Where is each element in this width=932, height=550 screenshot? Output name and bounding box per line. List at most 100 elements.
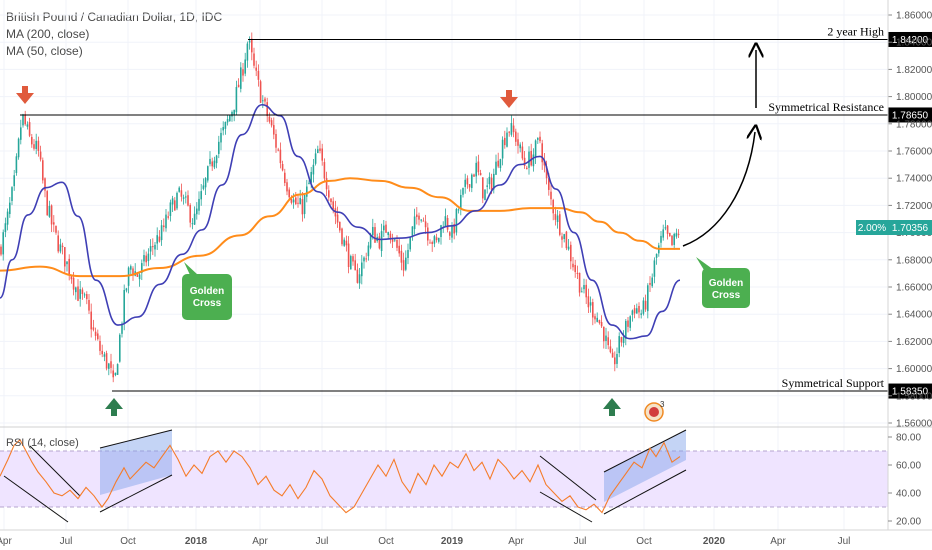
svg-text:3: 3	[660, 400, 665, 409]
candle-body	[22, 114, 24, 126]
candle-body	[631, 310, 634, 315]
candle-body	[319, 148, 321, 151]
candle-body	[231, 111, 233, 117]
candle-body	[92, 327, 95, 330]
candle-body	[317, 149, 319, 154]
candle-body	[413, 216, 416, 230]
candle-body	[138, 274, 141, 280]
candle-body	[446, 218, 449, 230]
golden-cross-label-1: Golden Cross	[190, 286, 224, 309]
candle-body	[523, 157, 526, 166]
candle-body	[341, 228, 343, 245]
candle-body	[495, 161, 497, 175]
candle-body	[123, 290, 125, 324]
level-price-tag	[888, 107, 932, 123]
candle-body	[187, 195, 189, 206]
candle-body	[407, 249, 409, 258]
candle-body	[174, 200, 176, 211]
candle-body	[154, 244, 156, 250]
candle-body	[235, 86, 238, 113]
candle-body	[565, 231, 568, 249]
candle-body	[127, 267, 130, 286]
candle-body	[83, 294, 86, 296]
candle-body	[196, 208, 198, 215]
y-tick-label: 1.86000	[896, 11, 932, 22]
candle-body	[279, 149, 282, 164]
rsi-axis[interactable]: 80.00 60.00 40.00 20.00	[888, 433, 921, 528]
candle-body	[277, 149, 279, 151]
candle-body	[625, 320, 627, 339]
candle-body	[611, 352, 614, 358]
candle-body	[332, 201, 334, 209]
candle-body	[79, 289, 81, 299]
candle-body	[409, 236, 411, 250]
candle-body	[103, 354, 106, 357]
candle-body	[158, 236, 161, 242]
candle-body	[17, 138, 20, 158]
candle-body	[112, 370, 114, 378]
candle-body	[325, 178, 328, 190]
candle-body	[20, 127, 22, 140]
candle-body	[457, 209, 460, 211]
candle-body	[143, 255, 145, 262]
candle-body	[455, 209, 458, 233]
candle-body	[286, 182, 288, 192]
candle-body	[378, 236, 381, 249]
candle-body	[0, 246, 2, 255]
candle-body	[312, 164, 315, 175]
candlesticks	[0, 32, 680, 383]
candle-body	[209, 158, 211, 165]
candle-body	[213, 160, 216, 168]
candle-body	[39, 151, 42, 160]
candle-body	[284, 172, 286, 184]
rsi-trendlines	[3, 445, 597, 523]
candle-body	[618, 336, 620, 354]
candle-body	[570, 244, 572, 262]
candle-body	[97, 333, 99, 340]
candle-body	[167, 216, 169, 218]
candle-body	[211, 161, 213, 167]
candle-body	[323, 162, 326, 179]
candle-body	[367, 245, 370, 257]
candle-body	[57, 235, 59, 252]
candle-body	[310, 171, 312, 183]
arrow-up-marker-1	[105, 398, 123, 416]
candle-body	[394, 239, 396, 241]
candle-body	[90, 311, 92, 330]
candle-body	[589, 302, 592, 306]
candle-body	[539, 136, 541, 142]
candle-body	[424, 221, 427, 228]
candle-body	[2, 232, 4, 255]
candle-body	[517, 139, 519, 146]
candle-body	[594, 316, 596, 320]
candle-body	[149, 246, 152, 252]
candle-body	[559, 214, 561, 235]
x-tick-label: Jul	[316, 536, 329, 547]
candle-body	[229, 115, 231, 122]
candle-body	[145, 255, 147, 263]
candle-body	[270, 120, 273, 126]
candle-body	[200, 191, 202, 200]
candle-body	[35, 140, 37, 149]
current-price-tag: 2.00% 1.70356	[856, 220, 932, 235]
candle-body	[215, 155, 218, 164]
candle-body	[24, 114, 26, 125]
candle-body	[372, 226, 374, 236]
candle-body	[374, 227, 376, 243]
time-axis[interactable]: Apr Jul Oct 2018 Apr Jul Oct 2019 Apr Jul Oct 2020 A…	[0, 529, 932, 547]
candle-body	[486, 185, 488, 187]
candle-body	[666, 225, 669, 234]
candle-body	[449, 232, 451, 236]
price-axis[interactable]: 1.86000 1.84000 1.82000 1.80000 1.78000 1.760…	[887, 0, 932, 530]
event-badge[interactable]: 3	[644, 400, 665, 422]
candle-body	[473, 174, 475, 177]
candle-body	[251, 38, 253, 53]
candle-body	[136, 272, 139, 277]
candle-body	[110, 361, 112, 368]
candle-body	[532, 154, 535, 167]
candle-body	[86, 294, 88, 300]
candle-body	[369, 234, 372, 248]
candle-body	[345, 240, 348, 246]
candle-body	[435, 237, 438, 241]
